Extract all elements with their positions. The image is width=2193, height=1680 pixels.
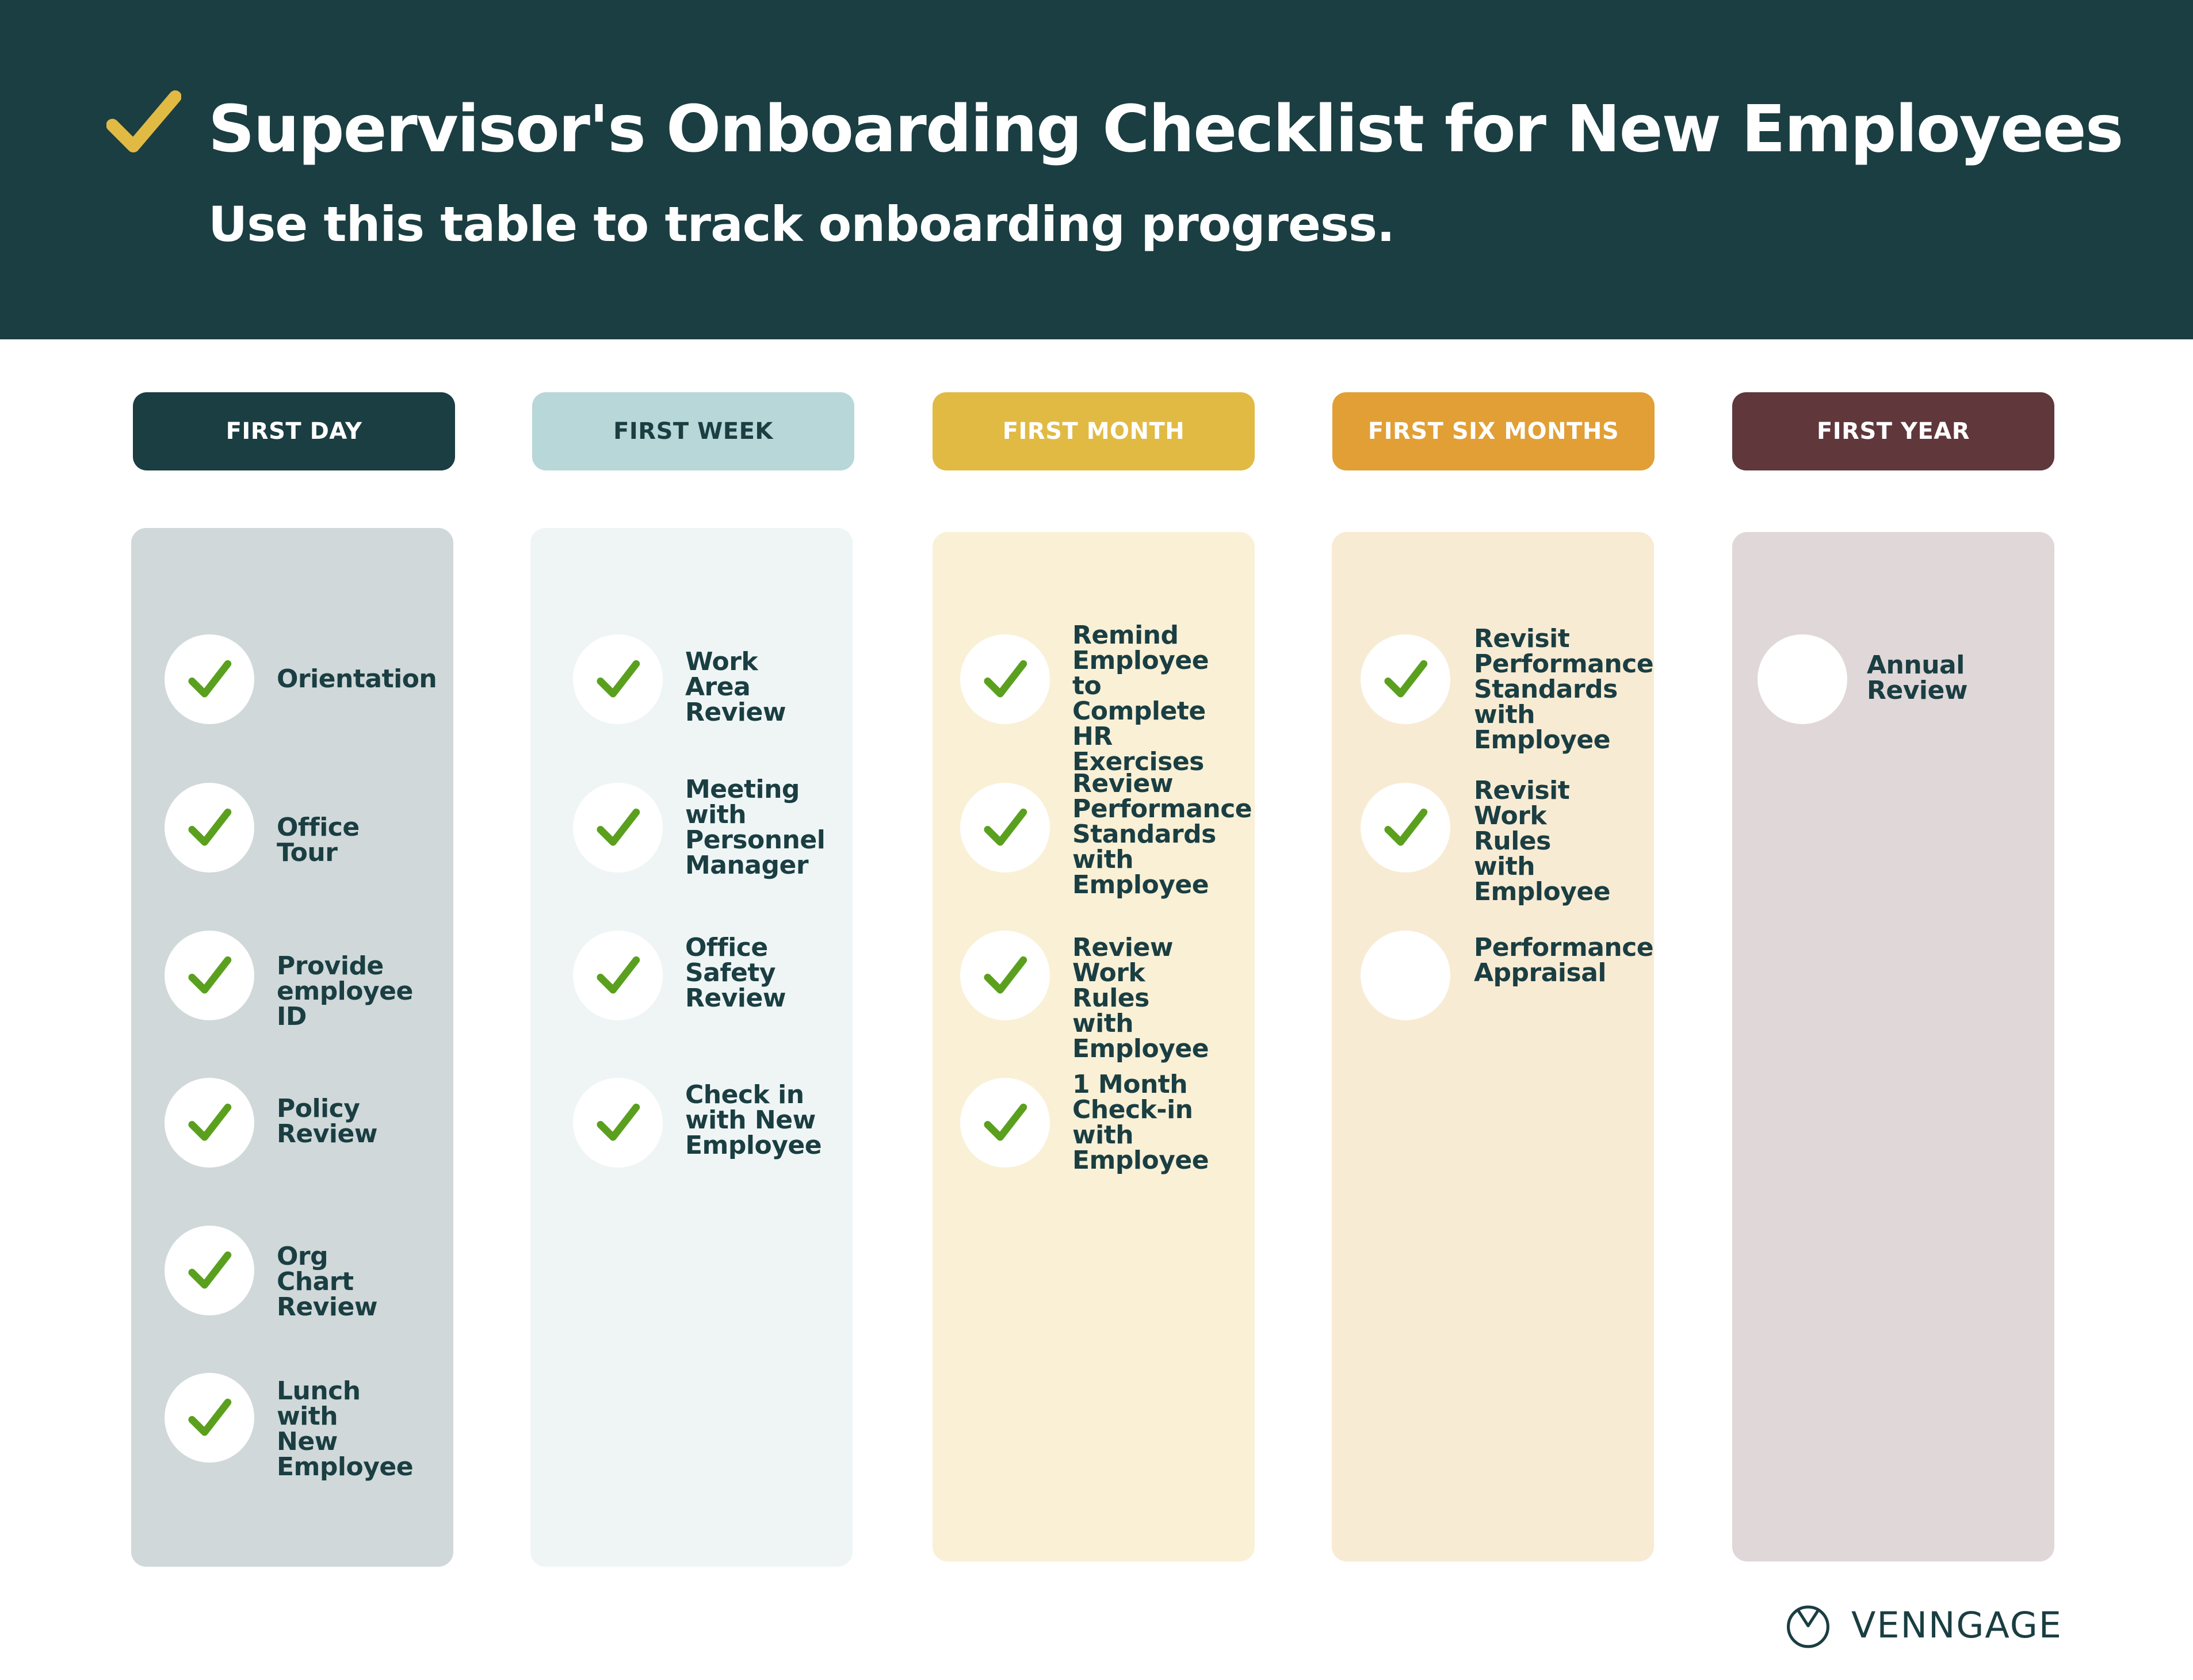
checklist-item-label: Check in with New Employee (685, 1080, 822, 1160)
checklist-item-label: Office Tour (277, 813, 360, 867)
checkbox[interactable] (573, 783, 663, 872)
check-icon (984, 956, 1027, 994)
checklist-item-label: Meeting with Personnel Manager (685, 775, 826, 880)
checklist-item-label: Policy Review (277, 1094, 377, 1149)
checklist-item-label: Remind Employee to Complete HR Exercises (1072, 621, 1209, 776)
checklist-item-label: Provide employee ID (277, 951, 413, 1031)
check-icon (984, 1103, 1027, 1141)
page-title: Supervisor's Onboarding Checklist for Ne… (208, 92, 2123, 167)
checkbox[interactable] (1758, 634, 1847, 724)
checkbox[interactable] (573, 634, 663, 724)
brand-name: VENNGAGE (1851, 1604, 2062, 1646)
venngage-logo-icon (1787, 1605, 1829, 1648)
column-panel-first-day: Orientation Office Tour Provide employee… (131, 528, 453, 1567)
column-header-first-year: FIRST YEAR (1732, 392, 2054, 470)
column-header-first-month: FIRST MONTH (933, 392, 1255, 470)
checkbox[interactable] (165, 783, 254, 872)
checklist-item-label: Org Chart Review (277, 1242, 377, 1322)
checklist-item-label: Annual Review (1867, 650, 1967, 705)
check-icon (188, 1398, 232, 1436)
checklist-item-label: Review Performance Standards with Employ… (1072, 769, 1252, 900)
column-panel-first-month: Remind Employee to Complete HR Exercises… (933, 532, 1255, 1562)
check-icon (597, 808, 640, 846)
checkbox[interactable] (960, 783, 1050, 872)
column-header-first-week: FIRST WEEK (532, 392, 854, 470)
check-icon (597, 660, 640, 698)
checklist-item-label: Lunch with New Employee (277, 1376, 414, 1482)
checklist-item-label: Orientation (277, 664, 437, 694)
checkbox[interactable] (165, 1226, 254, 1315)
checklist-item-label: Review Work Rules with Employee (1072, 933, 1209, 1063)
checkbox[interactable] (1361, 634, 1450, 724)
checkbox[interactable] (960, 1078, 1050, 1168)
check-icon (597, 956, 640, 994)
checklist-item-label: Revisit Work Rules with Employee (1474, 776, 1611, 906)
column-panel-first-six-months: Revisit Performance Standards with Emplo… (1332, 532, 1654, 1562)
checkbox[interactable] (573, 931, 663, 1020)
checklist-item-label: Office Safety Review (685, 933, 786, 1013)
check-icon (1384, 660, 1428, 698)
check-icon (597, 1103, 640, 1141)
checkbox[interactable] (165, 1373, 254, 1463)
checkbox[interactable] (1361, 783, 1450, 872)
brand-logo: VENNGAGE (1783, 1599, 2062, 1651)
column-panel-first-week: Work Area Review Meeting with Personnel … (530, 528, 853, 1567)
checkbox[interactable] (573, 1078, 663, 1168)
check-icon (188, 808, 232, 846)
checklist-item-label: 1 Month Check-in with Employee (1072, 1070, 1209, 1175)
checkbox[interactable] (165, 1078, 254, 1168)
column-header-first-day: FIRST DAY (133, 392, 455, 470)
check-icon (984, 808, 1027, 846)
column-header-first-six-months: FIRST SIX MONTHS (1332, 392, 1655, 470)
check-icon (188, 956, 232, 994)
checklist-item-label: Performance Appraisal (1474, 933, 1654, 988)
check-icon (984, 660, 1027, 698)
checkbox[interactable] (1361, 931, 1450, 1020)
check-icon (188, 1251, 232, 1289)
page-subtitle: Use this table to track onboarding progr… (208, 196, 1395, 252)
checkmark-icon (106, 90, 181, 153)
checkbox[interactable] (960, 634, 1050, 724)
check-icon (188, 660, 232, 698)
checkbox[interactable] (165, 634, 254, 724)
checkbox[interactable] (165, 931, 254, 1020)
column-panel-first-year: Annual Review (1732, 532, 2054, 1562)
header-banner: Supervisor's Onboarding Checklist for Ne… (0, 0, 2193, 339)
check-icon (1384, 808, 1428, 846)
checklist-item-label: Revisit Performance Standards with Emplo… (1474, 624, 1654, 755)
check-icon (188, 1103, 232, 1141)
checkbox[interactable] (960, 931, 1050, 1020)
checklist-item-label: Work Area Review (685, 647, 786, 727)
